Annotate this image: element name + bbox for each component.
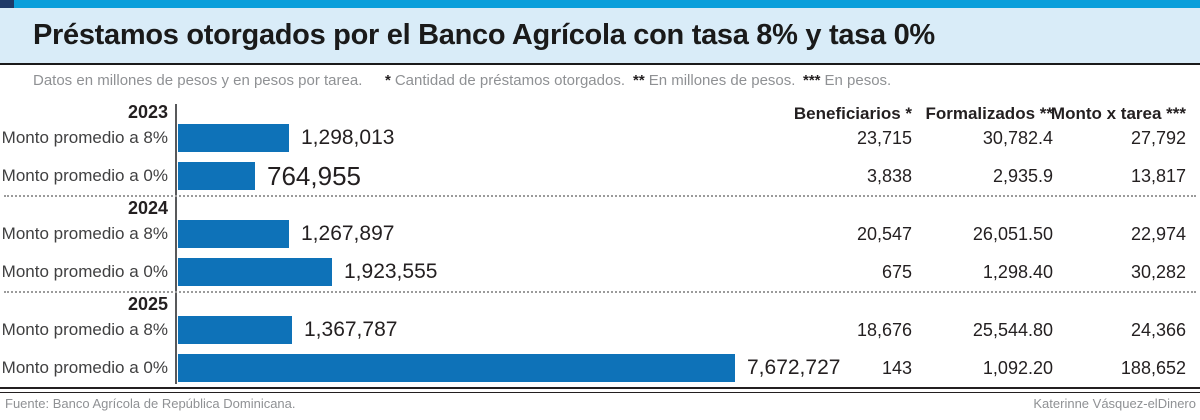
page-title: Préstamos otorgados por el Banco Agrícol… (33, 19, 935, 51)
beneficiarios-value: 143 (881, 358, 912, 378)
table-row: Monto promedio a 0% 764,955 3,838 2,935.… (0, 160, 1200, 191)
chart-axis-line (175, 104, 177, 384)
bar-row-label: Monto promedio a 8% (1, 128, 168, 147)
table-row: Monto promedio a 8% 1,367,787 18,676 25,… (0, 316, 1200, 344)
bar-row-label: Monto promedio a 8% (1, 224, 168, 243)
beneficiarios-value: 3,838 (866, 166, 912, 186)
bar-row-label: Monto promedio a 0% (1, 166, 168, 185)
table-column-headers: Beneficiarios * Formalizados ** Monto x … (0, 104, 1200, 124)
year-label: 2024 (127, 198, 168, 218)
monto-x-tarea-value: 188,652 (1120, 358, 1186, 378)
beneficiarios-value: 23,715 (856, 128, 912, 148)
bar-2024-8pct (178, 220, 289, 248)
footnote-3-marker: *** (803, 72, 821, 89)
bar-value: 1,267,897 (301, 222, 395, 245)
column-header-beneficiarios: Beneficiarios * (793, 104, 912, 123)
bar-value: 764,955 (267, 160, 361, 191)
formalizados-value: 26,051.50 (972, 224, 1053, 244)
monto-x-tarea-value: 24,366 (1130, 320, 1186, 340)
footnote-2-text: En millones de pesos. (648, 72, 796, 89)
year-group-2023: 2023 Monto promedio a 8% 1,298,013 23,71… (0, 102, 1200, 198)
monto-x-tarea-value: 22,974 (1130, 224, 1186, 244)
column-header-formalizados: Formalizados ** (925, 104, 1053, 123)
footer-divider (0, 387, 1200, 393)
data-unit-note: Datos en millones de pesos y en pesos po… (33, 72, 363, 89)
formalizados-value: 1,298.40 (982, 262, 1053, 282)
column-header-monto-x-tarea: Monto x tarea *** (1050, 104, 1186, 123)
bar-value: 1,298,013 (301, 126, 395, 149)
table-row: Monto promedio a 0% 7,672,727 143 1,092.… (0, 354, 1200, 382)
monto-x-tarea-value: 27,792 (1130, 128, 1186, 148)
bar-value: 1,367,787 (304, 318, 398, 341)
formalizados-value: 1,092.20 (982, 358, 1053, 378)
year-group-2025: 2025 Monto promedio a 8% 1,367,787 18,67… (0, 294, 1200, 390)
bar-2023-8pct (178, 124, 289, 152)
group-separator (4, 291, 1196, 293)
year-label: 2025 (127, 294, 168, 314)
footnote-1-marker: * (385, 72, 391, 89)
group-separator (4, 195, 1196, 197)
table-row: Monto promedio a 0% 1,923,555 675 1,298.… (0, 258, 1200, 286)
bar-2025-0pct (178, 354, 735, 382)
formalizados-value: 30,782.4 (982, 128, 1053, 148)
beneficiarios-value: 675 (881, 262, 912, 282)
title-divider (0, 63, 1200, 65)
formalizados-value: 2,935.9 (992, 166, 1053, 186)
footnote-3: *** En pesos. (803, 72, 891, 89)
bar-row-label: Monto promedio a 0% (1, 358, 168, 377)
footnote-2-marker: ** (633, 72, 645, 89)
year-group-2024: 2024 Monto promedio a 8% 1,267,897 20,54… (0, 198, 1200, 294)
source-credit: Fuente: Banco Agrícola de República Domi… (5, 396, 296, 411)
bar-row-label: Monto promedio a 0% (1, 262, 168, 281)
footnotes-row: Datos en millones de pesos y en pesos po… (0, 72, 1200, 92)
footnote-1-text: Cantidad de préstamos otorgados. (394, 72, 625, 89)
title-banner: Préstamos otorgados por el Banco Agrícol… (0, 8, 1200, 63)
bar-value: 7,672,727 (747, 356, 841, 379)
footnote-3-text: En pesos. (824, 72, 892, 89)
monto-x-tarea-value: 13,817 (1130, 166, 1186, 186)
year-label: 2023 (127, 102, 168, 122)
top-accent-strip (0, 0, 1200, 8)
bar-2024-0pct (178, 258, 332, 286)
navy-accent-block (0, 0, 14, 8)
bar-row-label: Monto promedio a 8% (1, 320, 168, 339)
author-credit: Katerinne Vásquez-elDinero (1033, 396, 1196, 411)
bar-2025-8pct (178, 316, 292, 344)
table-row: Monto promedio a 8% 1,267,897 20,547 26,… (0, 220, 1200, 248)
footnote-1: * Cantidad de préstamos otorgados. (385, 72, 625, 89)
table-row: Monto promedio a 8% 1,298,013 23,715 30,… (0, 124, 1200, 152)
beneficiarios-value: 20,547 (856, 224, 912, 244)
formalizados-value: 25,544.80 (972, 320, 1053, 340)
monto-x-tarea-value: 30,282 (1130, 262, 1186, 282)
footnote-2: ** En millones de pesos. (633, 72, 795, 89)
bar-value: 1,923,555 (344, 260, 438, 283)
beneficiarios-value: 18,676 (856, 320, 912, 340)
footer: Fuente: Banco Agrícola de República Domi… (0, 396, 1200, 416)
bar-2023-0pct (178, 162, 255, 190)
